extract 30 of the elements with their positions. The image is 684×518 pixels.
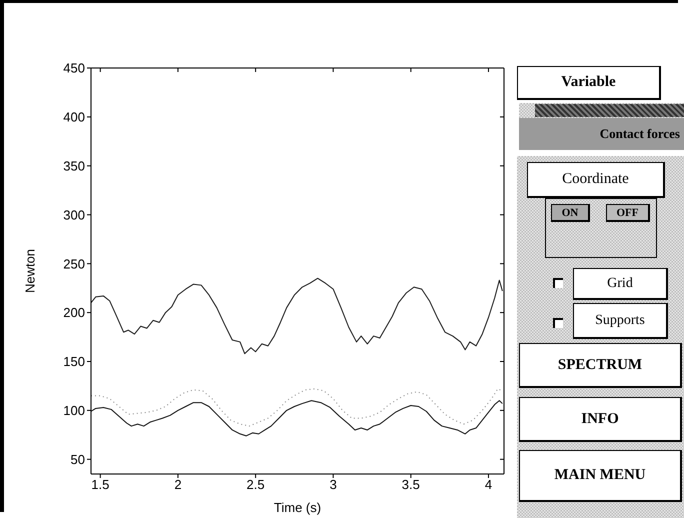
y-tick-label: 300 <box>63 207 85 222</box>
spectrum-button: SPECTRUM <box>519 343 682 388</box>
x-tick-label: 4 <box>484 477 492 492</box>
line-series <box>91 400 503 436</box>
y-tick-label: 400 <box>63 110 85 125</box>
x-tick-label: 3.5 <box>402 477 420 492</box>
y-tick-label: 100 <box>63 403 85 418</box>
y-axis-title: Newton <box>22 248 38 294</box>
off-button: OFF <box>606 204 650 222</box>
y-tick-label: 200 <box>63 305 85 320</box>
x-tick-label: 2.5 <box>246 477 265 492</box>
info-button: INFO <box>519 397 682 442</box>
main-menu-button: MAIN MENU <box>519 450 682 502</box>
line-series <box>91 388 503 427</box>
supports-field: Supports <box>573 303 668 339</box>
coordinate-field: Coordinate <box>527 162 665 198</box>
x-tick-label: 3 <box>330 477 337 492</box>
y-tick-label: 250 <box>63 256 85 272</box>
x-tick-label: 2 <box>174 477 182 492</box>
grid-field: Grid <box>573 268 668 300</box>
on-button: ON <box>551 204 590 222</box>
y-tick-label: 150 <box>63 354 85 370</box>
y-tick-label: 350 <box>63 158 85 174</box>
y-tick-label: 50 <box>70 452 85 467</box>
variable-button: Variable <box>517 66 661 100</box>
x-tick-label: 1.5 <box>91 477 110 492</box>
tab-button: Contact forces <box>519 118 684 150</box>
y-tick-label: 450 <box>63 60 85 76</box>
x-axis-title: Time (s) <box>274 500 322 515</box>
line-series <box>91 278 503 354</box>
